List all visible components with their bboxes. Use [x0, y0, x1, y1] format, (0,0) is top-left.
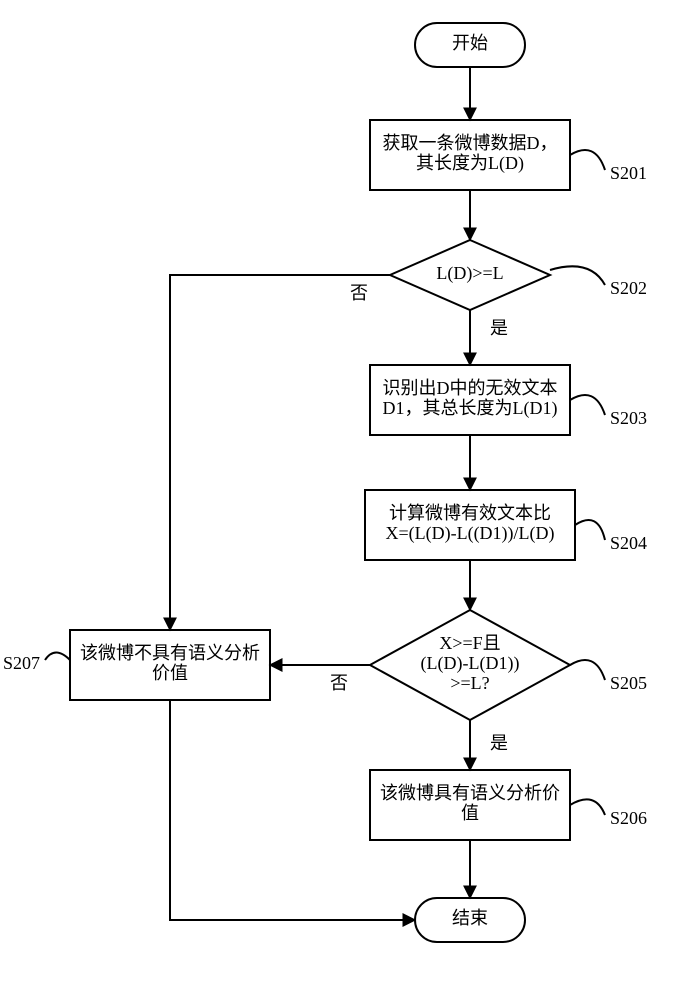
node-s201: 获取一条微博数据D，其长度为L(D) [370, 120, 570, 190]
edge-s202-s207 [170, 275, 390, 630]
step-label-s205: S205 [610, 673, 647, 693]
node-s203-text-1: D1，其总长度为L(D1) [383, 398, 558, 419]
edge-label-s202-s207: 否 [350, 283, 368, 303]
leader-s205 [570, 660, 605, 680]
node-s206: 该微博具有语义分析价值 [370, 770, 570, 840]
node-s207: 该微博不具有语义分析价值 [70, 630, 270, 700]
node-s202-text-0: L(D)>=L [436, 263, 503, 284]
edge-label-s205-s206: 是 [490, 733, 508, 753]
edge-label-s205-s207: 否 [330, 673, 348, 693]
node-s202: L(D)>=L [390, 240, 550, 310]
node-s207-text-0: 该微博不具有语义分析 [80, 643, 260, 663]
node-s204: 计算微博有效文本比X=(L(D)-L((D1))/L(D) [365, 490, 575, 560]
node-s207-text-1: 价值 [152, 663, 188, 683]
leader-s203 [570, 395, 605, 415]
step-label-s206: S206 [610, 808, 647, 828]
node-s204-text-1: X=(L(D)-L((D1))/L(D) [385, 523, 554, 544]
node-s205-text-2: >=L? [450, 673, 489, 693]
edge-label-s202-s203: 是 [490, 318, 508, 338]
step-label-s207: S207 [3, 653, 40, 673]
leader-s207 [45, 653, 70, 661]
leader-s204 [575, 520, 605, 540]
leader-s206 [570, 799, 605, 815]
node-s203-text-0: 识别出D中的无效文本 [383, 378, 558, 398]
step-label-s203: S203 [610, 408, 647, 428]
leader-s201 [570, 150, 605, 170]
node-s205-text-0: X>=F且 [439, 633, 500, 653]
node-s201-text-1: 其长度为L(D) [416, 153, 524, 174]
node-start: 开始 [415, 23, 525, 67]
step-label-s202: S202 [610, 278, 647, 298]
step-label-s201: S201 [610, 163, 647, 183]
node-end: 结束 [415, 898, 525, 942]
node-s205-text-1: (L(D)-L(D1)) [421, 653, 520, 674]
node-s206-text-1: 值 [461, 803, 479, 823]
node-start-text-0: 开始 [452, 33, 488, 53]
node-s201-text-0: 获取一条微博数据D， [383, 133, 558, 153]
node-s204-text-0: 计算微博有效文本比 [389, 503, 551, 523]
node-s205: X>=F且(L(D)-L(D1))>=L? [370, 610, 570, 720]
step-label-s204: S204 [610, 533, 647, 553]
leader-s202 [550, 266, 605, 285]
node-s203: 识别出D中的无效文本D1，其总长度为L(D1) [370, 365, 570, 435]
node-end-text-0: 结束 [452, 908, 488, 928]
node-s206-text-0: 该微博具有语义分析价 [380, 783, 560, 803]
